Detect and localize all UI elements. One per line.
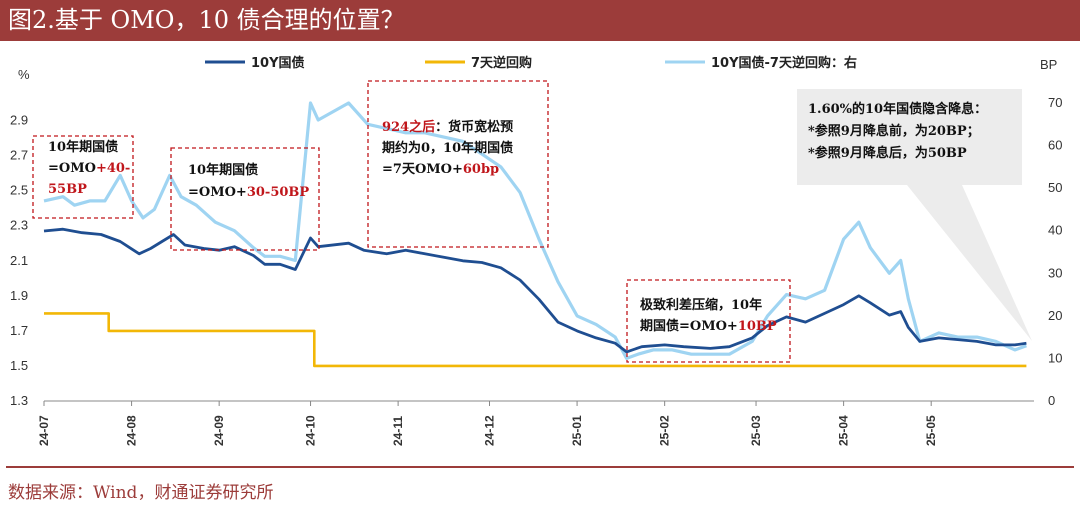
annotation-box-1 [170, 147, 320, 251]
left-tick-label: 2.1 [10, 253, 28, 268]
x-tick-label: 24-12 [483, 415, 497, 446]
series-line-1 [44, 312, 1027, 368]
right-tick-label: 30 [1048, 265, 1062, 280]
annotation-segment: *参照9月降息前，为20BP； [808, 123, 980, 139]
annotation-segment: 10BP [738, 319, 777, 334]
x-tick-label: 25-04 [837, 415, 851, 446]
annotation-segment: 60bp [463, 162, 499, 177]
annotation-segment: 期约为0，10年期国债 [382, 140, 513, 156]
annotation-text: 极致利差压缩，10年 [640, 297, 762, 313]
annotation-text: 10年期国债 [188, 162, 258, 178]
annotation-box-2 [367, 80, 549, 248]
x-tick-label: 24-09 [212, 415, 226, 446]
right-tick-label: 10 [1048, 350, 1062, 365]
annotation-text: 期约为0，10年期国债 [382, 140, 513, 156]
right-tick-label: 60 [1048, 138, 1062, 153]
right-tick-label: 20 [1048, 308, 1062, 323]
x-tick-label: 25-03 [749, 415, 763, 446]
annotation-segment: 极致利差压缩，10年 [640, 297, 762, 313]
annotation-segment: 10年期国债 [48, 139, 118, 155]
annotation-segment: 1.60%的10年国债隐含降息： [808, 101, 987, 117]
footer-divider [6, 466, 1074, 468]
annotation-text: =OMO+40- [48, 161, 130, 176]
annotation-segment: =7天OMO+ [382, 162, 463, 177]
left-tick-label: 2.9 [10, 113, 28, 128]
annotation-text: =7天OMO+60bp [382, 162, 499, 177]
left-axis-unit: % [18, 67, 30, 82]
annotation-text: 1.60%的10年国债隐含降息： [808, 101, 987, 117]
annotation-segment: *参照9月降息后，为50BP [808, 145, 967, 161]
source-note: 数据来源：Wind，财通证券研究所 [8, 483, 274, 503]
callout-box [797, 89, 1032, 341]
annotation-text: 924之后：货币宽松预 [382, 119, 513, 135]
legend-label-2: 10Y国债-7天逆回购：右 [711, 55, 857, 71]
x-tick-label: 24-07 [37, 415, 51, 446]
x-tick-label: 25-01 [570, 415, 584, 446]
x-tick-label: 25-05 [924, 415, 938, 446]
annotation-segment: =OMO+ [188, 185, 247, 200]
legend-label-0: 10Y国债 [251, 55, 305, 71]
annotation-box-0 [32, 135, 134, 219]
right-tick-label: 50 [1048, 180, 1062, 195]
annotation-segment: =OMO [48, 161, 96, 176]
x-tick-label: 24-11 [391, 416, 405, 446]
x-tick-label: 24-08 [125, 415, 139, 446]
annotation-text: 10年期国债 [48, 139, 118, 155]
left-tick-label: 2.7 [10, 148, 28, 163]
annotation-text: =OMO+30-50BP [188, 185, 309, 200]
x-tick-label: 25-02 [658, 415, 672, 446]
annotation-text: *参照9月降息前，为20BP； [808, 123, 980, 139]
chart-title: 图2.基于 OMO，10 债合理的位置？ [8, 6, 405, 34]
left-tick-label: 1.9 [10, 288, 28, 303]
annotation-box-3 [626, 279, 791, 363]
annotation-text: 期国债=OMO+10BP [640, 318, 777, 334]
annotation-segment: ：货币宽松预 [435, 119, 513, 135]
right-tick-label: 40 [1048, 223, 1062, 238]
left-tick-label: 2.3 [10, 218, 28, 233]
right-tick-label: 0 [1048, 393, 1055, 408]
series-line-0 [43, 227, 1027, 354]
annotation-segment: 55BP [48, 182, 87, 197]
annotation-segment: 10年期国债 [188, 162, 258, 178]
chart-canvas: 1.3 1.5 1.7 1.9 2.1 2.3 2.5 2.7 2.9% 0 10 20 30 40 50 6… [10, 55, 1062, 446]
annotation-segment: 30-50BP [247, 185, 310, 200]
left-tick-label: 1.7 [10, 323, 28, 338]
series-line-2 [43, 101, 1027, 360]
annotation-segment: +40- [96, 161, 130, 176]
x-tick-label: 24-10 [304, 415, 318, 446]
annotation-text: *参照9月降息后，为50BP [808, 145, 967, 161]
annotation-segment: 924之后 [382, 119, 435, 135]
left-tick-label: 1.5 [10, 358, 28, 373]
annotation-text: 55BP [48, 182, 87, 197]
annotation-segment: 期国债=OMO+ [640, 318, 738, 334]
left-tick-label: 1.3 [10, 393, 28, 408]
title-bar: 图2.基于 OMO，10 债合理的位置？ [0, 0, 1080, 41]
right-axis-unit: BP [1040, 57, 1057, 72]
left-tick-label: 2.5 [10, 183, 28, 198]
legend-label-1: 7天逆回购 [471, 55, 532, 71]
right-tick-label: 70 [1048, 95, 1062, 110]
